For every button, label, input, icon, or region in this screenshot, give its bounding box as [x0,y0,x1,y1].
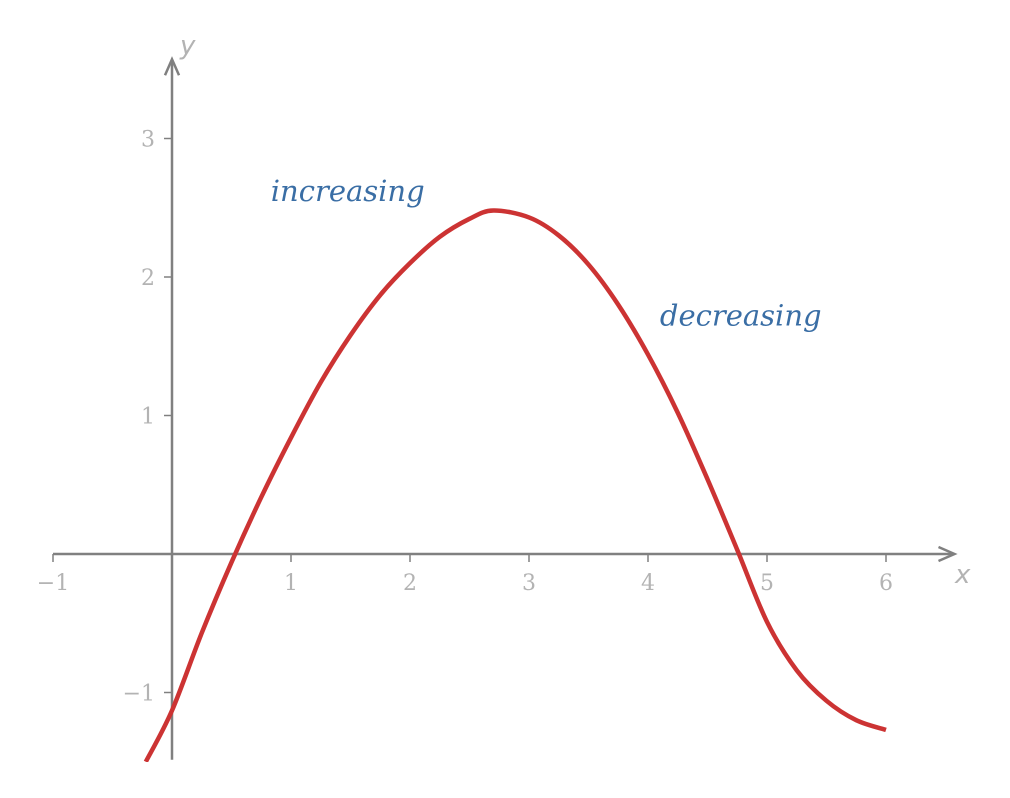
x-tick-label: 3 [522,571,536,596]
annotation-increasing: increasing [271,174,425,208]
y-tick-label: 3 [141,128,155,153]
y-tick-label: 1 [141,405,155,430]
y-tick-label: −1 [123,682,155,707]
x-axis-arrow [937,545,958,563]
axes [53,56,958,760]
annotations: increasing decreasing [271,174,822,333]
y-tick-label: 2 [141,266,155,291]
ticks: −1 1 2 3 4 5 6 −1 1 2 3 [37,128,893,707]
x-tick-label: −1 [37,571,69,596]
curve-line [143,208,887,762]
curve-layer [143,208,887,762]
y-axis-label: y [179,31,196,61]
x-tick-label: 2 [403,571,417,596]
x-tick-label: 1 [284,571,298,596]
x-tick-label: 4 [641,571,655,596]
y-axis-arrow [163,56,181,76]
annotation-decreasing: decreasing [660,298,822,332]
x-tick-label: 6 [879,571,893,596]
x-tick-label: 5 [760,571,774,596]
x-axis-label: x [954,560,971,590]
